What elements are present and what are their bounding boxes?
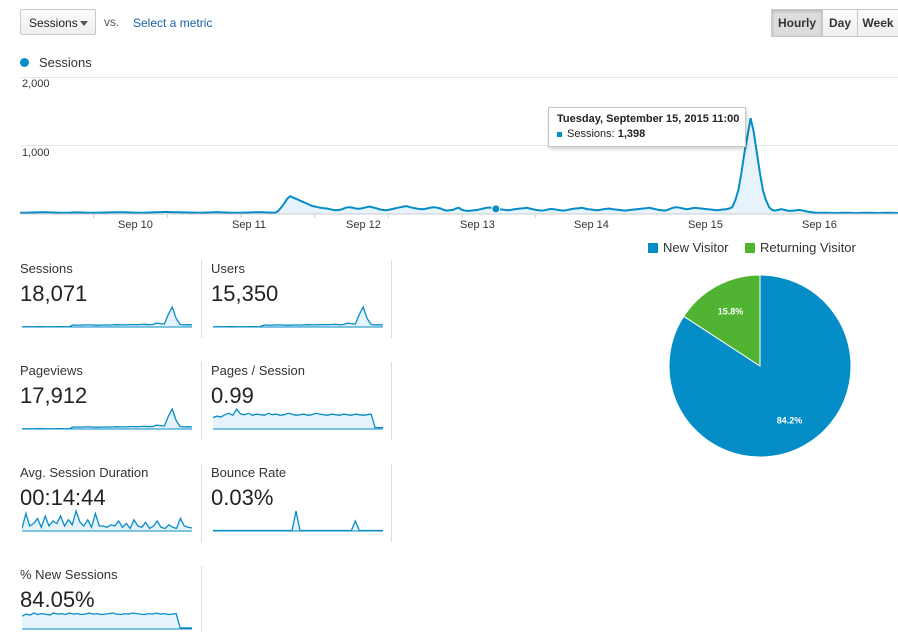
divider [201,566,202,632]
sparkline-line [213,407,383,429]
sparkline-line [22,612,192,629]
y-tick-1000: 1,000 [22,147,50,159]
metric-value: 18,071 [20,281,88,306]
metric-value: 00:14:44 [20,485,106,510]
divider [201,464,202,542]
day-button[interactable]: Day [822,9,858,37]
pie-legend-new-visitor[interactable]: New Visitor [648,240,729,255]
metric-card-sessions[interactable]: Sessions 18,071 [20,261,200,341]
sessions-legend-dot-icon [20,58,29,67]
pie-legend-returning-visitor[interactable]: Returning Visitor [745,240,856,255]
x-label-sep14: Sep 14 [574,219,609,231]
hourly-button[interactable]: Hourly [771,9,823,37]
sessions-legend-label: Sessions [39,55,92,70]
granularity-toggle: Hourly Day Week [771,9,898,37]
chart-gridline-2000 [20,77,898,78]
y-tick-2000: 2,000 [22,78,50,90]
sparkline-area [22,307,192,327]
sessions-line-chart[interactable] [20,77,898,227]
metric-sparkline [213,407,383,430]
new-visitor-swatch-icon [648,242,658,253]
hover-point [491,204,501,214]
x-label-sep16: Sep 16 [802,219,837,231]
divider [391,464,392,542]
metric-value: 0.99 [211,383,254,408]
pie-label-returning-visitor: 15.8% [718,307,744,317]
chart-tooltip: Tuesday, September 15, 2015 11:00 Sessio… [548,107,746,147]
metric-card-avg-session-duration[interactable]: Avg. Session Duration 00:14:44 [20,465,200,545]
metric-name: Pages / Session [211,363,305,378]
metric-value: 84.05% [20,587,95,612]
metric-value: 15,350 [211,281,279,306]
sessions-line [20,117,898,214]
tooltip-title: Tuesday, September 15, 2015 11:00 [557,113,740,125]
sparkline-area [22,613,192,629]
sparkline-area [213,409,383,429]
returning-visitor-label: Returning Visitor [760,240,856,255]
metric-name: Avg. Session Duration [20,465,149,480]
metric-sparkline [213,305,383,328]
metric-name: Bounce Rate [211,465,287,480]
divider [391,260,392,338]
x-label-sep12: Sep 12 [346,219,381,231]
metric-card-users[interactable]: Users 15,350 [211,261,391,341]
tooltip-value: 1,398 [617,128,646,140]
metric-name: Sessions [20,261,73,276]
chevron-down-icon [80,21,88,26]
metric-name: % New Sessions [20,567,118,582]
metric-value: 0.03% [211,485,274,510]
metric-card-pageviews[interactable]: Pageviews 17,912 [20,363,200,443]
pie-label-new-visitor: 84.2% [777,415,803,425]
metric-value: 17,912 [20,383,88,408]
metric-select-label: Sessions [29,16,78,30]
metric-card-pages-per-session[interactable]: Pages / Session 0.99 [211,363,391,443]
x-label-sep13: Sep 13 [460,219,495,231]
divider [391,362,392,440]
metric-card-new-sessions[interactable]: % New Sessions 84.05% [20,567,200,632]
metric-sparkline [22,612,192,630]
select-metric-link[interactable]: Select a metric [133,16,213,30]
x-label-sep10: Sep 10 [118,219,153,231]
metric-sparkline [22,508,192,532]
metric-sparkline [213,510,383,532]
sparkline-line [22,508,192,530]
metric-card-bounce-rate[interactable]: Bounce Rate 0.03% [211,465,391,545]
sparkline-area [213,307,383,327]
vs-label: vs. [104,15,120,29]
metric-sparkline [22,407,192,430]
week-button[interactable]: Week [857,9,898,37]
returning-visitor-swatch-icon [745,242,755,253]
chart-legend[interactable]: Sessions [20,55,92,70]
new-visitor-label: New Visitor [663,240,729,255]
tooltip-row: Sessions: 1,398 [557,128,737,140]
metric-name: Users [211,261,245,276]
metric-select[interactable]: Sessions [20,9,96,35]
tooltip-series-label: Sessions: [567,128,615,140]
divider [201,362,202,440]
x-label-sep15: Sep 15 [688,219,723,231]
chart-gridline-1000 [20,145,898,146]
metric-sparkline [22,305,192,328]
x-label-sep11: Sep 11 [232,219,267,231]
x-tick-marks [93,214,537,218]
divider [201,260,202,338]
pie-slice-returning-visitor [683,274,761,367]
tooltip-series-swatch-icon [557,131,562,137]
sparkline-area [22,409,192,429]
metric-name: Pageviews [20,363,83,378]
visitor-pie-chart[interactable]: 84.2% 15.8% [660,266,860,466]
